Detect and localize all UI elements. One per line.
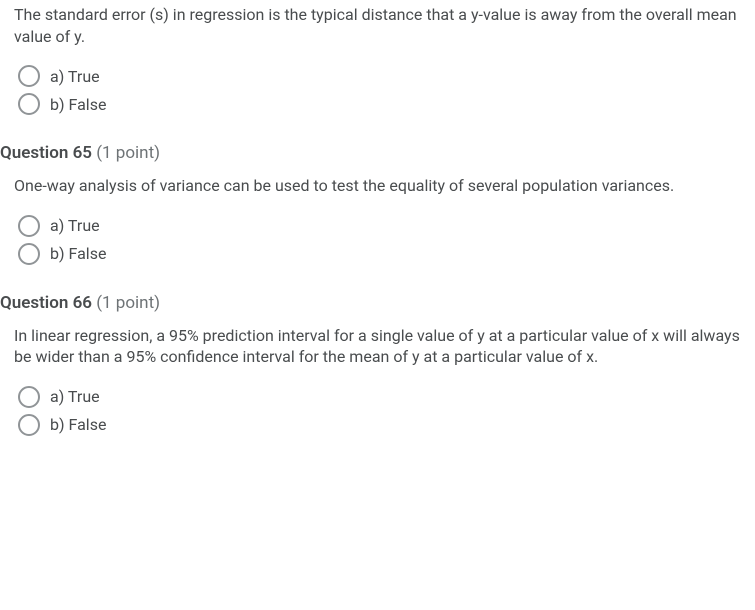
question-block: The standard error (s) in regression is … [0,0,755,115]
option-row-a[interactable]: a) True [18,65,755,87]
question-header: Question 66 (1 point) [0,293,755,319]
option-label: a) True [50,67,100,86]
option-row-a[interactable]: a) True [18,386,755,408]
question-block: Question 65 (1 point) One-way analysis o… [0,143,755,265]
option-label: a) True [50,387,100,406]
option-label: b) False [50,95,106,114]
question-text: One-way analysis of variance can be used… [0,169,755,215]
radio-icon[interactable] [18,215,40,237]
option-label: a) True [50,216,100,235]
question-text: In linear regression, a 95% prediction i… [0,319,755,386]
question-number: Question 66 [0,293,92,313]
option-row-b[interactable]: b) False [18,93,755,115]
radio-icon[interactable] [18,243,40,265]
option-label: b) False [50,415,106,434]
options-group: a) True b) False [0,386,755,436]
question-text: The standard error (s) in regression is … [0,0,755,65]
options-group: a) True b) False [0,65,755,115]
radio-icon[interactable] [18,414,40,436]
question-header: Question 65 (1 point) [0,143,755,169]
option-row-a[interactable]: a) True [18,215,755,237]
option-label: b) False [50,244,106,263]
radio-icon[interactable] [18,386,40,408]
question-points: (1 point) [96,293,160,313]
question-block: Question 66 (1 point) In linear regressi… [0,293,755,436]
question-number: Question 65 [0,143,92,163]
option-row-b[interactable]: b) False [18,243,755,265]
radio-icon[interactable] [18,93,40,115]
options-group: a) True b) False [0,215,755,265]
question-points: (1 point) [96,143,160,163]
option-row-b[interactable]: b) False [18,414,755,436]
radio-icon[interactable] [18,65,40,87]
